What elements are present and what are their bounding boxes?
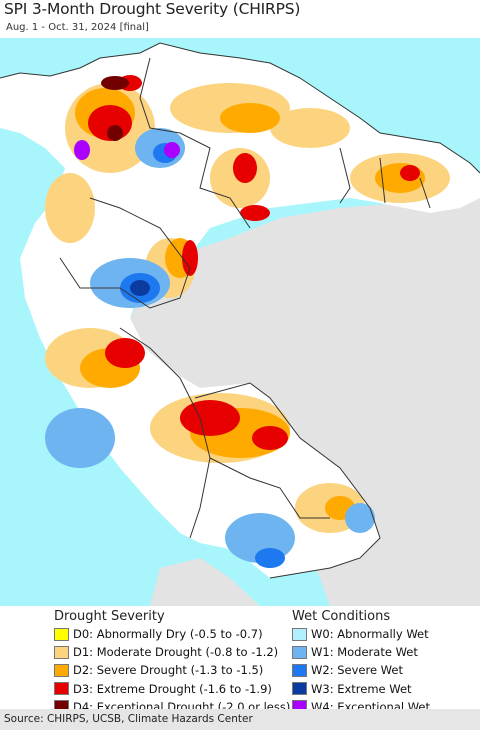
wet-legend-title: Wet Conditions — [292, 609, 391, 624]
drought-legend-label: D3: Extreme Drought (-1.6 to -1.9) — [73, 681, 272, 696]
map-title: SPI 3-Month Drought Severity (CHIRPS) — [4, 0, 301, 18]
wet-legend: W0: Abnormally Wet W1: Moderate Wet W2: Se… — [292, 625, 430, 716]
drought-swatch — [54, 627, 69, 641]
drought-swatch — [54, 682, 69, 696]
wet-legend-label: W2: Severe Wet — [311, 663, 403, 678]
neighbor-land-south — [150, 558, 260, 606]
drought-legend: D0: Abnormally Dry (-0.5 to -0.7) D1: Mod… — [54, 625, 290, 716]
drought-legend-item: D2: Severe Drought (-1.3 to -1.5) — [54, 661, 290, 679]
drought-legend-label: D0: Abnormally Dry (-0.5 to -0.7) — [73, 627, 263, 642]
wet-legend-label: W3: Extreme Wet — [311, 681, 412, 696]
map-subtitle: Aug. 1 - Oct. 31, 2024 [final] — [6, 22, 149, 33]
source-bar: Source: CHIRPS, UCSB, Climate Hazards Ce… — [0, 709, 480, 730]
drought-legend-item: D1: Moderate Drought (-0.8 to -1.2) — [54, 643, 290, 661]
drought-swatch — [54, 663, 69, 677]
drought-legend-label: D1: Moderate Drought (-0.8 to -1.2) — [73, 645, 279, 660]
drought-legend-title: Drought Severity — [54, 609, 165, 624]
wet-swatch — [292, 682, 307, 696]
wet-legend-item: W3: Extreme Wet — [292, 680, 430, 698]
drought-legend-item: D0: Abnormally Dry (-0.5 to -0.7) — [54, 625, 290, 643]
wet-legend-item: W0: Abnormally Wet — [292, 625, 430, 643]
drought-legend-label: D2: Severe Drought (-1.3 to -1.5) — [73, 663, 264, 678]
drought-map — [0, 38, 480, 606]
source-text: Source: CHIRPS, UCSB, Climate Hazards Ce… — [4, 713, 253, 725]
wet-legend-label: W1: Moderate Wet — [311, 645, 418, 660]
country-borders — [0, 42, 480, 579]
drought-legend-item: D3: Extreme Drought (-1.6 to -1.9) — [54, 680, 290, 698]
wet-legend-item: W2: Severe Wet — [292, 661, 430, 679]
severity-patches — [45, 75, 450, 568]
wet-swatch — [292, 645, 307, 659]
neighbor-land — [120, 188, 480, 606]
drought-swatch — [54, 645, 69, 659]
wet-swatch — [292, 627, 307, 641]
wet-legend-item: W1: Moderate Wet — [292, 643, 430, 661]
wet-swatch — [292, 663, 307, 677]
wet-legend-label: W0: Abnormally Wet — [311, 627, 429, 642]
